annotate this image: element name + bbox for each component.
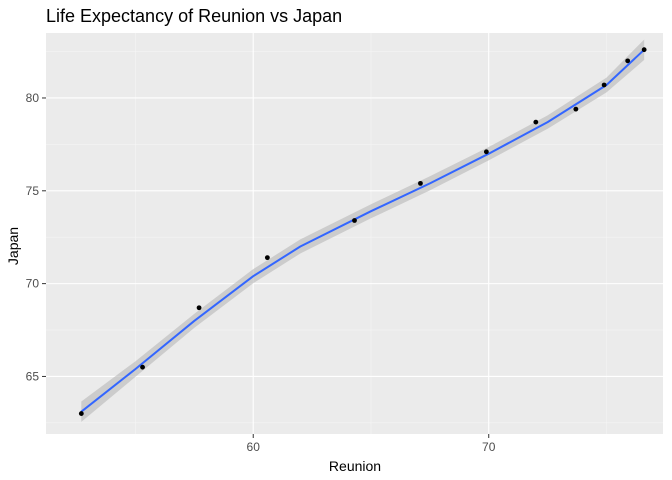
y-axis-ticks: 65 70 75 80: [26, 91, 46, 383]
points: [78, 47, 647, 416]
data-point: [140, 364, 145, 370]
data-point: [264, 255, 270, 261]
y-tick-label: 75: [26, 184, 40, 198]
x-tick-label: 60: [247, 440, 261, 454]
data-point: [352, 218, 357, 223]
data-point: [573, 106, 579, 112]
data-point: [418, 180, 423, 186]
x-axis-ticks: 60 70: [247, 434, 496, 454]
smooth-line: [80, 48, 645, 413]
grid-major: [46, 33, 663, 434]
plot-panel: [46, 33, 663, 434]
y-axis-title: Japan: [5, 227, 21, 265]
chart-title: Life Expectancy of Reunion vs Japan: [46, 6, 342, 26]
x-tick-label: 70: [482, 440, 496, 454]
data-point: [196, 305, 202, 311]
data-point: [601, 82, 607, 88]
data-point: [78, 411, 84, 416]
y-tick-label: 70: [26, 277, 40, 291]
y-tick-label: 80: [26, 91, 40, 105]
data-point: [533, 119, 539, 125]
x-axis-title: Reunion: [329, 458, 381, 474]
data-point: [483, 149, 489, 155]
grid-minor: [46, 33, 663, 434]
data-point: [641, 47, 647, 53]
y-tick-label: 65: [26, 369, 40, 383]
data-point: [625, 58, 631, 64]
